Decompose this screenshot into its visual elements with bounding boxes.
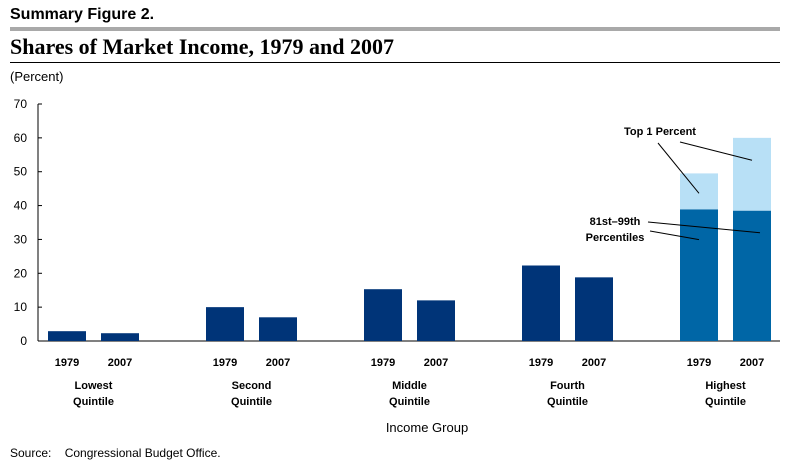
x-tick-label-year: 2007 <box>266 357 290 369</box>
y-tick-label: 60 <box>14 131 28 145</box>
y-tick-label: 70 <box>14 97 28 111</box>
annotation-top1: Top 1 Percent <box>624 126 696 138</box>
y-tick-label: 20 <box>14 266 28 280</box>
title-rule <box>10 62 780 63</box>
group-label: Quintile <box>547 396 588 408</box>
bar-layer <box>48 137 771 341</box>
annotation-layer: Top 1 Percent 81st–99th Percentiles <box>586 126 761 244</box>
group-label: Second <box>232 380 272 392</box>
bar <box>259 317 297 341</box>
y-tick-label: 30 <box>14 232 28 246</box>
axis-layer: 0 10 20 30 40 50 60 70 <box>14 97 780 348</box>
annotation-81-99: Percentiles <box>586 232 645 244</box>
annotation-81-99: 81st–99th <box>590 216 641 228</box>
bar <box>48 331 86 341</box>
y-tick-label: 10 <box>14 300 28 314</box>
label-layer: 1979 2007 Lowest Quintile 1979 2007 Second Quin… <box>55 357 764 408</box>
group-label: Highest <box>705 380 746 392</box>
header-rule <box>10 27 780 31</box>
annotation-leader <box>649 230 700 241</box>
y-axis-unit: (Percent) <box>10 69 64 84</box>
bar <box>101 333 139 341</box>
x-tick-label-year: 1979 <box>371 357 395 369</box>
x-tick-label-year: 2007 <box>424 357 448 369</box>
x-tick-label-year: 1979 <box>55 357 79 369</box>
group-label: Middle <box>392 380 427 392</box>
x-tick-label-year: 1979 <box>687 357 711 369</box>
y-tick-label: 50 <box>14 165 28 179</box>
chart-title: Shares of Market Income, 1979 and 2007 <box>10 34 394 59</box>
source-text: Congressional Budget Office. <box>64 446 221 460</box>
x-tick-label-year: 1979 <box>529 357 553 369</box>
bar-top-segment <box>680 173 718 210</box>
bar <box>364 289 402 341</box>
x-tick-label-year: 2007 <box>740 357 764 369</box>
bar <box>680 209 718 341</box>
source-note: Source: Congressional Budget Office. <box>10 446 221 460</box>
annotation-leader <box>647 221 761 234</box>
x-tick-label-year: 2007 <box>582 357 606 369</box>
x-tick-label-year: 1979 <box>213 357 237 369</box>
bar <box>417 300 455 341</box>
y-tick-label: 0 <box>20 334 27 348</box>
group-label: Quintile <box>231 396 272 408</box>
group-label: Quintile <box>705 396 746 408</box>
x-axis-label: Income Group <box>386 420 468 435</box>
group-label: Quintile <box>389 396 430 408</box>
group-label: Fourth <box>550 380 585 392</box>
bar <box>575 277 613 341</box>
bar <box>522 265 560 341</box>
y-tick-label: 40 <box>14 199 28 213</box>
figure-label: Summary Figure 2. <box>10 6 155 23</box>
annotation-leader <box>657 142 700 194</box>
group-label: Lowest <box>75 380 113 392</box>
bar-top-segment <box>733 137 771 211</box>
group-label: Quintile <box>73 396 114 408</box>
source-label: Source: <box>10 446 52 460</box>
bar <box>733 210 771 341</box>
x-tick-label-year: 2007 <box>108 357 132 369</box>
annotation-leader <box>679 141 753 161</box>
bar <box>206 307 244 341</box>
